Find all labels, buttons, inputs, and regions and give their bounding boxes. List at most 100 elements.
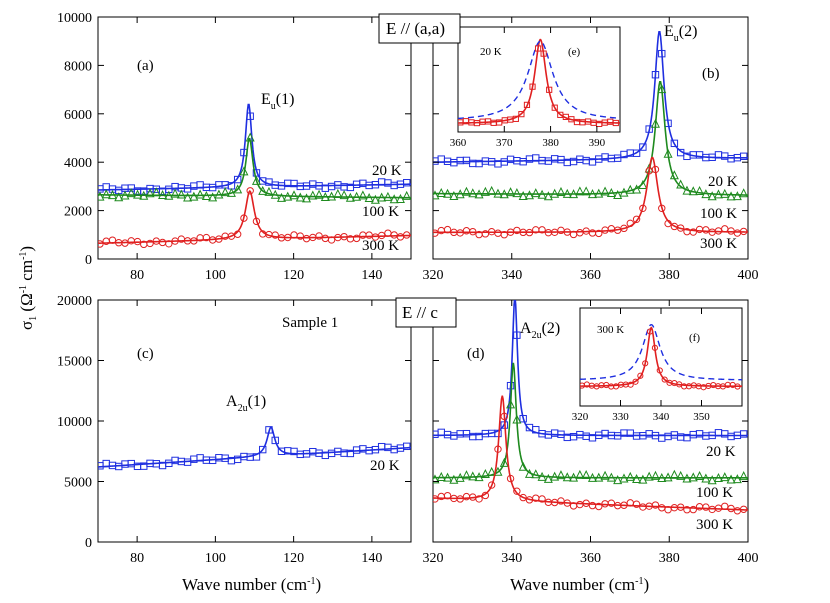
x-tick-label: 390 xyxy=(589,137,606,149)
data-point xyxy=(436,471,446,481)
data-point xyxy=(727,227,735,235)
y-axis-label: σ1 (Ω-1 cm-1) xyxy=(17,246,39,330)
data-point xyxy=(739,430,748,438)
data-point xyxy=(214,189,224,199)
data-point xyxy=(468,188,478,198)
x-tick-label: 320 xyxy=(572,411,589,423)
data-point xyxy=(474,189,484,199)
data-point xyxy=(657,473,667,483)
data-point xyxy=(512,188,522,198)
data-point xyxy=(494,229,502,237)
y-tick-label: 0 xyxy=(85,253,92,268)
data-point xyxy=(594,472,604,482)
data-point xyxy=(721,502,729,510)
data-point xyxy=(523,101,531,108)
data-point xyxy=(327,449,336,458)
fit-line-300K xyxy=(433,156,748,234)
data-point xyxy=(582,432,590,440)
data-point xyxy=(252,217,261,226)
data-point xyxy=(632,378,639,385)
data-point xyxy=(638,474,648,484)
data-point xyxy=(524,190,534,200)
y-tick-label: 4000 xyxy=(64,156,92,171)
data-point xyxy=(443,225,452,234)
y-tick-label: 5000 xyxy=(64,476,92,491)
data-point xyxy=(462,156,471,165)
data-point xyxy=(233,184,243,194)
data-point xyxy=(707,475,717,485)
data-point xyxy=(688,472,698,482)
data-point xyxy=(114,192,124,202)
data-point xyxy=(518,191,528,201)
data-point xyxy=(721,225,729,233)
temp-label-d-20k: 20 K xyxy=(706,444,736,460)
data-point xyxy=(283,191,293,201)
temp-label-b-300k: 300 K xyxy=(700,236,737,252)
data-point xyxy=(727,155,735,163)
data-point xyxy=(195,189,205,199)
x-tick-label: 140 xyxy=(361,551,382,566)
data-point xyxy=(642,360,649,367)
data-point xyxy=(295,192,305,202)
data-point xyxy=(682,185,692,195)
polarization-box-top: E // (a,a) xyxy=(378,13,461,44)
x-tick-label: 120 xyxy=(283,551,304,566)
data-point xyxy=(669,469,679,479)
data-point xyxy=(613,475,623,485)
data-point xyxy=(461,470,471,480)
data-point xyxy=(402,190,411,200)
data-point xyxy=(689,228,697,236)
y-tick-label: 15000 xyxy=(57,355,92,370)
data-point xyxy=(518,111,525,118)
data-point xyxy=(645,125,653,133)
data-point xyxy=(658,49,666,58)
panel-label-d: (d) xyxy=(467,346,485,362)
data-point xyxy=(639,143,647,151)
data-point xyxy=(170,188,180,198)
panel-b: 320 340 360 380 400 xyxy=(423,16,759,283)
data-point xyxy=(208,192,218,202)
data-point xyxy=(701,189,711,199)
panel-label-e: (e) xyxy=(568,46,581,58)
data-point xyxy=(646,328,654,335)
data-point xyxy=(676,503,685,511)
data-point xyxy=(727,432,735,441)
data-point xyxy=(626,219,634,228)
x-tick-label: 340 xyxy=(501,268,522,283)
y-tick-label: 6000 xyxy=(64,108,92,123)
data-point xyxy=(676,179,686,189)
data-point xyxy=(550,188,560,198)
data-point xyxy=(449,474,459,484)
fit-line-20K xyxy=(433,30,748,163)
data-point xyxy=(637,372,644,379)
data-point xyxy=(364,192,374,202)
data-point xyxy=(663,472,673,482)
data-point xyxy=(270,189,280,199)
temp-label-d-100k: 100 K xyxy=(696,485,733,501)
data-point xyxy=(595,229,603,238)
data-point xyxy=(469,227,477,236)
data-point xyxy=(493,188,503,198)
panel-a-frame xyxy=(97,16,412,260)
data-point xyxy=(644,471,654,481)
data-point xyxy=(576,229,584,237)
data-point xyxy=(456,495,464,503)
data-point xyxy=(625,471,635,481)
data-point xyxy=(327,236,336,244)
x-tick-label: 320 xyxy=(423,268,444,283)
data-point xyxy=(543,473,553,483)
data-point xyxy=(271,436,279,445)
data-point xyxy=(720,472,730,482)
data-point xyxy=(627,381,634,388)
data-point xyxy=(639,204,647,212)
data-point xyxy=(538,226,546,234)
data-point xyxy=(226,187,236,197)
model-dashed-line xyxy=(458,40,620,120)
data-point xyxy=(575,469,585,479)
data-point xyxy=(676,224,685,232)
data-point xyxy=(600,470,610,480)
data-point xyxy=(345,192,355,202)
data-point xyxy=(739,188,748,198)
data-point xyxy=(98,191,105,201)
